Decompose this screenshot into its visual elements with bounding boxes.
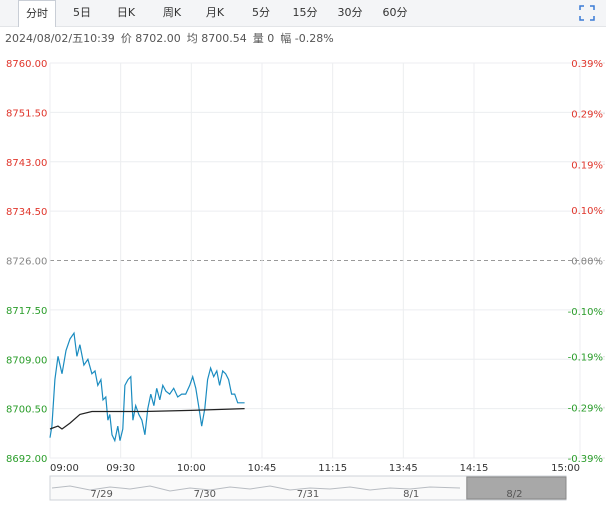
navigator-label: 7/29 bbox=[90, 489, 112, 500]
tab-bar: 分时 5日 日K 周K 月K 5分 15分 30分 60分 bbox=[0, 0, 606, 27]
info-price: 价 8702.00 bbox=[120, 32, 181, 45]
x-tick-label: 15:00 bbox=[551, 463, 580, 474]
y-tick-label: 8700.50 bbox=[6, 405, 47, 416]
navigator-label: 7/31 bbox=[297, 489, 319, 500]
x-tick-label: 13:45 bbox=[389, 463, 418, 474]
x-tick-label: 09:30 bbox=[106, 463, 135, 474]
tab[interactable]: 5日 bbox=[73, 6, 91, 19]
tab[interactable]: 分时 bbox=[18, 0, 56, 27]
tab[interactable]: 日K bbox=[116, 6, 136, 19]
tab[interactable]: 周K bbox=[162, 6, 182, 19]
y2-tick-label: -0.39% bbox=[568, 454, 603, 465]
navigator-label: 8/1 bbox=[403, 489, 419, 500]
y2-tick-label: -0.10% bbox=[568, 307, 603, 318]
y2-tick-label: 0.29% bbox=[571, 110, 603, 121]
tab[interactable]: 60分 bbox=[382, 6, 408, 19]
navigator-label: 8/2 bbox=[506, 489, 522, 500]
price-line bbox=[49, 331, 245, 443]
y2-tick-label: 0.19% bbox=[571, 160, 603, 171]
tab[interactable]: 月K bbox=[205, 6, 225, 19]
grid bbox=[49, 62, 605, 459]
info-datetime: 2024/08/02/五10:39 bbox=[5, 32, 115, 45]
price-line bbox=[49, 408, 245, 430]
y2-tick-label: 0.10% bbox=[571, 206, 603, 217]
x-tick-label: 14:15 bbox=[460, 463, 489, 474]
y-tick-label: 8709.00 bbox=[6, 355, 47, 366]
y-tick-label: 8751.50 bbox=[6, 108, 47, 119]
navigator: 7/29 7/30 7/31 8/1 8/2 bbox=[49, 475, 567, 501]
navigator-selection bbox=[466, 476, 567, 500]
y2-tick-label: -0.19% bbox=[568, 353, 603, 364]
tab[interactable]: 15分 bbox=[292, 6, 318, 19]
y-tick-label: 8760.00 bbox=[6, 59, 47, 70]
y-tick-label: 8743.00 bbox=[6, 158, 47, 169]
y-tick-label: 8734.50 bbox=[6, 207, 47, 218]
y-tick-label: 8726.00 bbox=[6, 257, 47, 268]
navigator-label: 7/30 bbox=[194, 489, 216, 500]
y2-tick-label: 0.39% bbox=[571, 59, 603, 70]
x-tick-label: 10:00 bbox=[177, 463, 206, 474]
tab[interactable]: 30分 bbox=[337, 6, 363, 19]
y-tick-label: 8692.00 bbox=[6, 454, 47, 465]
y2-tick-label: -0.29% bbox=[568, 403, 603, 414]
x-tick-label: 11:15 bbox=[318, 463, 347, 474]
y2-tick-label: 0.00% bbox=[571, 257, 603, 268]
info-volume: 量 0 bbox=[252, 32, 275, 45]
y-tick-label: 8717.50 bbox=[6, 306, 47, 317]
fullscreen-button[interactable] bbox=[578, 4, 596, 22]
tab[interactable]: 5分 bbox=[252, 6, 270, 19]
x-tick-label: 10:45 bbox=[248, 463, 277, 474]
info-line: 2024/08/02/五10:39 价 8702.00 均 8700.54 量 0 幅 … bbox=[5, 30, 340, 48]
navigator-sparkline bbox=[51, 485, 461, 492]
info-average: 均 8700.54 bbox=[186, 32, 247, 45]
info-change: 幅 -0.28% bbox=[280, 32, 334, 45]
x-tick-label: 09:00 bbox=[50, 463, 79, 474]
